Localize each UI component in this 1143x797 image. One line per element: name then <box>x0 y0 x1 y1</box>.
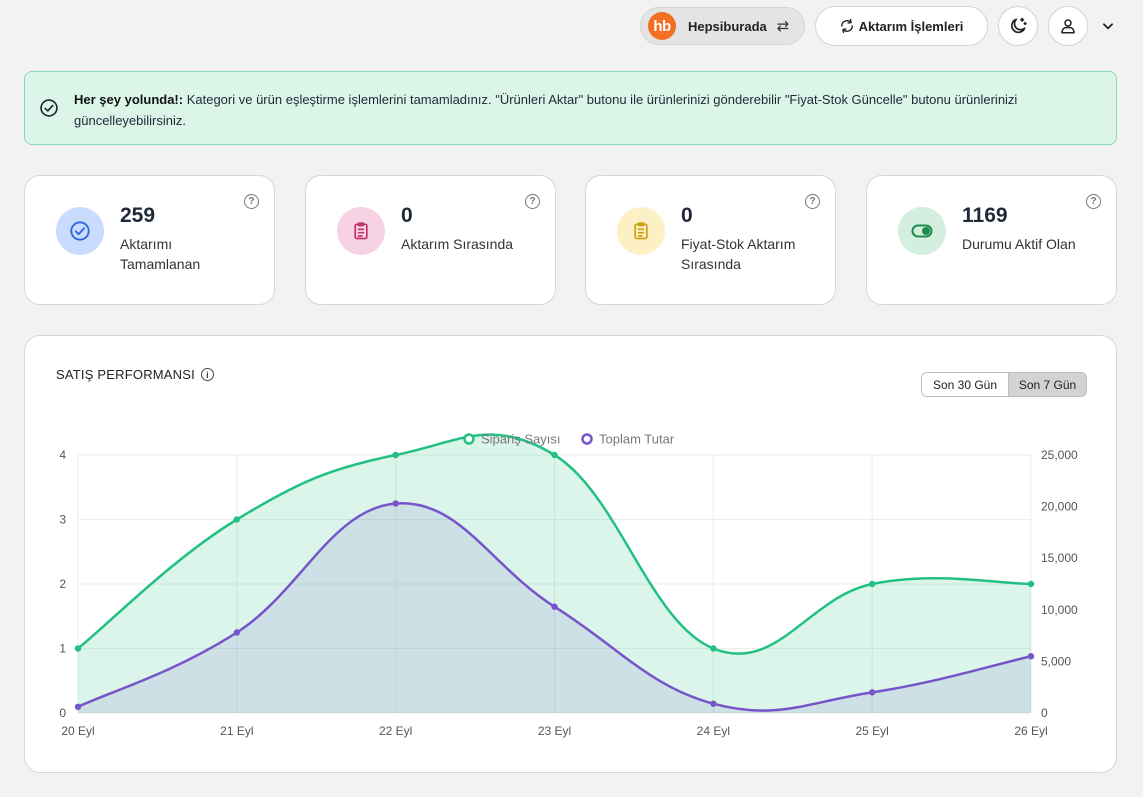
refresh-icon <box>840 19 853 33</box>
legend-marker <box>581 433 593 445</box>
stat-value: 0 <box>401 204 413 227</box>
series-area-0 <box>78 434 1031 713</box>
toggle-on-icon <box>898 207 946 255</box>
data-point <box>1027 580 1035 588</box>
store-name: Hepsiburada <box>688 18 767 34</box>
clipboard-list-icon <box>337 207 385 255</box>
stat-card-active: 1169 Durumu Aktif Olan ? <box>866 175 1117 305</box>
stat-card-completed: 259 Aktarımı Tamamlanan ? <box>24 175 275 305</box>
data-point <box>1027 653 1035 660</box>
clipboard-list-icon <box>617 207 665 255</box>
chevron-down-icon <box>1103 23 1113 30</box>
y-left-tick-label: 0 <box>59 706 66 720</box>
x-tick-label: 24 Eyl <box>697 724 730 738</box>
moon-stars-icon <box>1010 17 1027 34</box>
legend-label: Sipariş Sayısı <box>481 432 560 447</box>
check-circle-icon <box>56 207 104 255</box>
data-point <box>233 516 241 523</box>
range-30-days-button[interactable]: Son 30 Gün <box>922 373 1008 396</box>
panel-title: SATIŞ PERFORMANSI i <box>56 367 214 382</box>
help-icon[interactable]: ? <box>1086 194 1101 209</box>
x-tick-label: 22 Eyl <box>379 724 412 738</box>
y-right-tick-label: 20,000 <box>1041 500 1078 514</box>
data-point <box>868 580 876 588</box>
sales-performance-panel: SATIŞ PERFORMANSI i Son 30 Gün Son 7 Gün… <box>24 335 1117 773</box>
stat-label: Fiyat-Stok Aktarım Sırasında <box>681 236 796 272</box>
user-icon <box>1061 19 1075 34</box>
data-point <box>392 500 399 507</box>
stat-value: 0 <box>681 204 693 227</box>
y-left-tick-label: 4 <box>59 448 66 462</box>
stat-value: 1169 <box>962 204 1008 227</box>
info-icon[interactable]: i <box>200 368 214 381</box>
date-range-toggle: Son 30 Gün Son 7 Gün <box>921 372 1087 397</box>
help-icon[interactable]: ? <box>244 194 259 209</box>
store-switcher[interactable]: hb Hepsiburada ⇄ <box>640 7 805 45</box>
x-tick-label: 26 Eyl <box>1014 724 1047 738</box>
user-menu-dropdown[interactable] <box>1098 16 1118 36</box>
stat-label: Durumu Aktif Olan <box>962 236 1076 252</box>
hepsiburada-logo: hb <box>648 12 676 40</box>
theme-toggle-button[interactable] <box>998 6 1038 46</box>
y-right-tick-label: 15,000 <box>1041 551 1078 565</box>
panel-title-text: SATIŞ PERFORMANSI <box>56 367 195 382</box>
help-icon[interactable]: ? <box>805 194 820 209</box>
alert-message: Her şey yolunda!: Kategori ve ürün eşleş… <box>74 89 1094 131</box>
data-point <box>233 629 241 636</box>
stat-card-price-stock: 0 Fiyat-Stok Aktarım Sırasında ? <box>585 175 836 305</box>
legend-marker <box>463 433 475 445</box>
legend-label: Toplam Tutar <box>599 432 675 447</box>
data-point <box>392 451 399 459</box>
data-point <box>74 703 82 711</box>
x-tick-label: 25 Eyl <box>855 724 888 738</box>
stat-label: Aktarım Sırasında <box>401 236 514 252</box>
stat-card-in-transfer: 0 Aktarım Sırasında ? <box>305 175 556 305</box>
y-left-tick-label: 1 <box>59 642 66 656</box>
user-profile-button[interactable] <box>1048 6 1088 46</box>
data-point <box>74 645 82 652</box>
stat-value: 259 <box>120 204 156 227</box>
y-left-tick-label: 3 <box>59 513 66 527</box>
y-right-tick-label: 0 <box>1041 706 1048 720</box>
x-tick-label: 23 Eyl <box>538 724 571 738</box>
range-7-days-button[interactable]: Son 7 Gün <box>1008 373 1086 396</box>
x-tick-label: 21 Eyl <box>220 724 253 738</box>
stat-label: Aktarımı Tamamlanan <box>120 236 201 272</box>
data-point <box>710 700 717 707</box>
help-icon[interactable]: ? <box>525 194 540 209</box>
sales-chart: 0 1 2 3 4 0 5,000 10,000 15,000 20,000 25,000 20 Ey… <box>59 432 1078 739</box>
swap-icon: ⇄ <box>776 18 790 35</box>
check-circle-icon <box>39 98 59 123</box>
y-right-tick-label: 5,000 <box>1041 654 1071 668</box>
top-bar: hb Hepsiburada ⇄ Aktarım İşlemleri <box>0 6 1143 47</box>
data-point <box>551 603 558 610</box>
data-point <box>868 689 876 696</box>
x-tick-label: 20 Eyl <box>61 724 94 738</box>
data-point <box>551 451 558 459</box>
alert-title: Her şey yolunda!: <box>74 92 184 107</box>
success-alert: Her şey yolunda!: Kategori ve ürün eşleş… <box>24 71 1117 145</box>
alert-body: Kategori ve ürün eşleştirme işlemlerini … <box>74 92 1018 128</box>
transfer-operations-button[interactable]: Aktarım İşlemleri <box>815 6 988 46</box>
y-right-tick-label: 25,000 <box>1041 448 1078 462</box>
data-point <box>710 645 717 652</box>
transfer-operations-label: Aktarım İşlemleri <box>858 18 964 34</box>
y-right-tick-label: 10,000 <box>1041 603 1078 617</box>
y-left-tick-label: 2 <box>59 577 66 591</box>
